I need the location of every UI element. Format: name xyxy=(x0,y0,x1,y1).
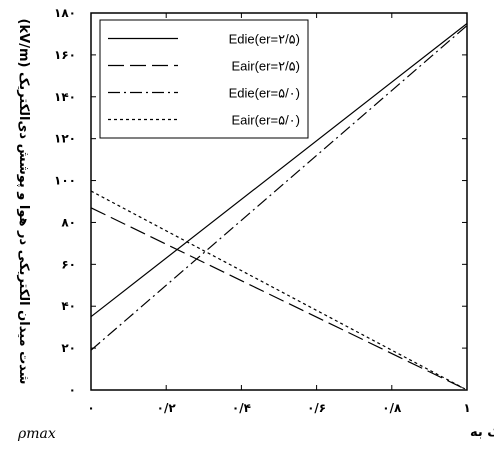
y-tick-label: ۸۰ xyxy=(61,215,76,229)
y-tick-label: ۱۲۰ xyxy=(54,132,76,146)
x-axis-label: نسبت چگالی بار نشست کرده روی سطح دی‌الکت… xyxy=(470,424,494,440)
x-tick-label: ۰ xyxy=(87,401,94,415)
legend-label: Edie(er=۵/۰) xyxy=(229,86,300,101)
y-axis-label: شدت میدان الکتریکی در هوا و پوشش دی‌الکت… xyxy=(16,19,31,385)
x-axis-label-symbol: ρmax xyxy=(17,426,56,442)
legend-label: Eair(er=۵/۰) xyxy=(231,113,300,128)
legend-box xyxy=(99,19,309,139)
series-line-4 xyxy=(90,190,468,391)
y-tick-label: ۶۰ xyxy=(61,257,76,271)
y-tick-label: ۲۰ xyxy=(61,341,76,355)
series-line-1 xyxy=(90,22,468,318)
y-tick-label: ۴۰ xyxy=(61,299,76,313)
y-tick-label: ۱۶۰ xyxy=(54,48,76,62)
legend-label: Edie(er=۲/۵) xyxy=(229,32,300,47)
series-line-2 xyxy=(90,207,468,391)
x-tick-label: ۰/۴ xyxy=(232,401,251,415)
plot-frame xyxy=(90,12,468,391)
x-tick-label: ۰/۲ xyxy=(157,401,177,415)
y-tick-label: ۱۰۰ xyxy=(54,174,76,188)
x-tick-label: ۱ xyxy=(463,401,470,415)
x-tick-label: ۰/۶ xyxy=(307,401,326,415)
y-tick-label: ۱۸۰ xyxy=(54,6,76,20)
x-tick-label: ۰/۸ xyxy=(382,401,402,415)
series-line-3 xyxy=(90,25,468,351)
y-tick-label: ۰ xyxy=(69,383,76,397)
y-tick-label: ۱۴۰ xyxy=(54,90,76,104)
legend-label: Eair(er=۲/۵) xyxy=(231,59,300,74)
